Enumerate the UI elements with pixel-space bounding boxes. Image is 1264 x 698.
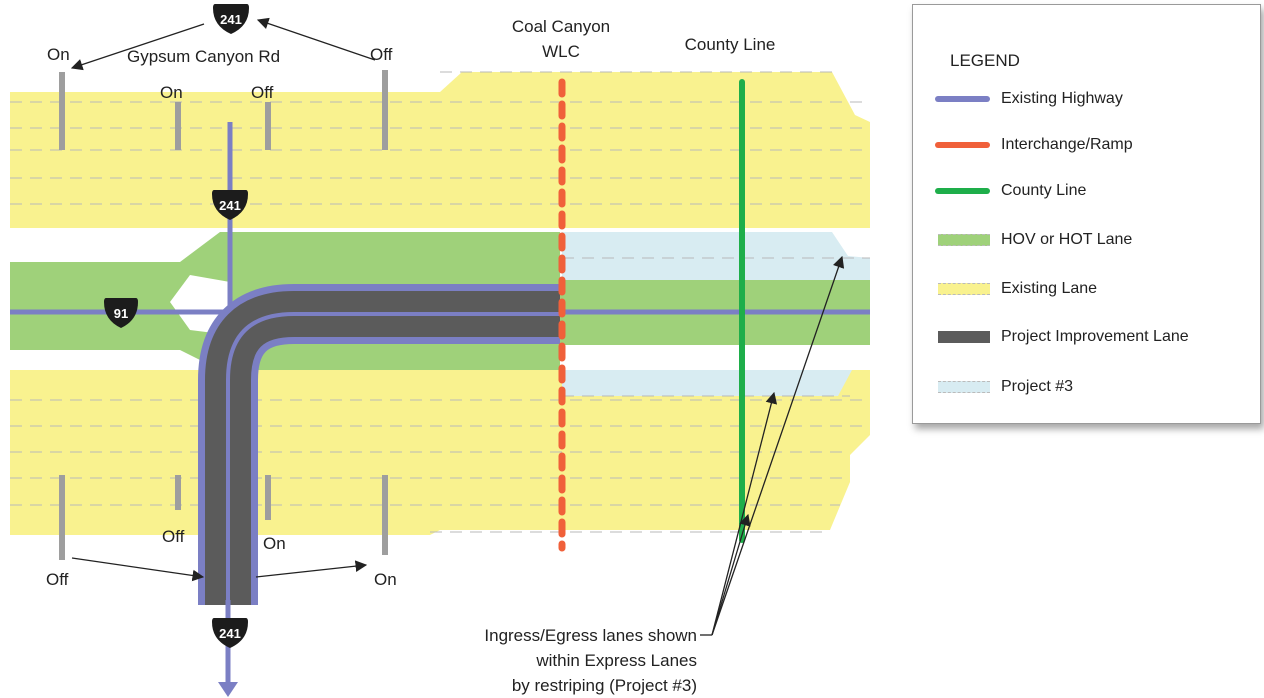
legend-label-county-line: County Line: [1001, 182, 1087, 199]
route-241-shield-top: 241: [213, 4, 249, 34]
route-241-shield-bottom: 241: [212, 618, 248, 648]
note-line1: Ingress/Egress lanes shown: [484, 626, 697, 645]
route-241-mid-label: 241: [219, 198, 241, 213]
ramp-label-on-top-mid: On: [160, 83, 183, 102]
legend-title: LEGEND: [950, 51, 1020, 70]
ramp-label-off-top-mid: Off: [251, 83, 274, 102]
route-91-label: 91: [114, 306, 128, 321]
lane-striping: [10, 71, 870, 533]
legend-item-county-line: County Line: [921, 179, 1086, 203]
legend-swatch-existing-highway: [935, 96, 990, 102]
project3-lane-north: [562, 232, 870, 280]
route-241-shield-mid: 241: [212, 190, 248, 220]
route-241-top-label: 241: [220, 12, 242, 27]
legend-swatch-interchange: [935, 142, 990, 148]
legend-label-interchange: Interchange/Ramp: [1001, 136, 1133, 153]
ramp-label-on-bottom-mid: On: [263, 534, 286, 553]
ramp-label-off-top-right: Off: [370, 45, 393, 64]
project3-lane-south: [562, 370, 852, 396]
ramp-label-on-bottom-right: On: [374, 570, 397, 589]
legend-item-interchange: Interchange/Ramp: [921, 133, 1133, 157]
legend-swatch-project-improvement: [938, 331, 990, 343]
gypsum-canyon-label: Gypsum Canyon Rd: [127, 47, 280, 66]
legend-label-hov-lane: HOV or HOT Lane: [1001, 231, 1133, 248]
ramp-label-off-bottom-left: Off: [46, 570, 69, 589]
legend-item-project3: Project #3: [921, 375, 1073, 399]
coal-canyon-label-line1: Coal Canyon: [512, 17, 610, 36]
legend-item-project-improvement: Project Improvement Lane: [921, 325, 1189, 349]
legend-swatch-county-line: [935, 188, 990, 194]
annotation-arrows: [70, 17, 845, 636]
legend-item-existing-highway: Existing Highway: [921, 87, 1123, 111]
note-line2: within Express Lanes: [535, 651, 697, 670]
route-91-shield: 91: [104, 298, 138, 328]
connector-centerline: [226, 312, 560, 605]
coal-canyon-label-line2: WLC: [542, 42, 580, 61]
ramp-label-on-top-left: On: [47, 45, 70, 64]
legend-item-existing-lane: Existing Lane: [921, 277, 1097, 301]
ramps: [59, 70, 388, 560]
county-line-label: County Line: [685, 35, 776, 54]
legend-label-existing-highway: Existing Highway: [1001, 90, 1123, 107]
legend-label-project3: Project #3: [1001, 378, 1074, 395]
legend: LEGEND Existing Highway Interchange/Ramp…: [912, 4, 1261, 424]
legend-label-existing-lane: Existing Lane: [1001, 280, 1098, 297]
legend-label-project-improvement: Project Improvement Lane: [1001, 328, 1189, 345]
legend-item-hov-lane: HOV or HOT Lane: [921, 228, 1132, 252]
legend-swatch-project3: [938, 381, 990, 393]
note-line3: by restriping (Project #3): [512, 676, 697, 695]
south-arrow-icon: [218, 682, 238, 697]
route-241-bottom-label: 241: [219, 626, 241, 641]
legend-swatch-existing-lane: [938, 283, 990, 295]
legend-swatch-hov-lane: [938, 234, 990, 246]
ramp-label-off-bottom-mid: Off: [162, 527, 185, 546]
